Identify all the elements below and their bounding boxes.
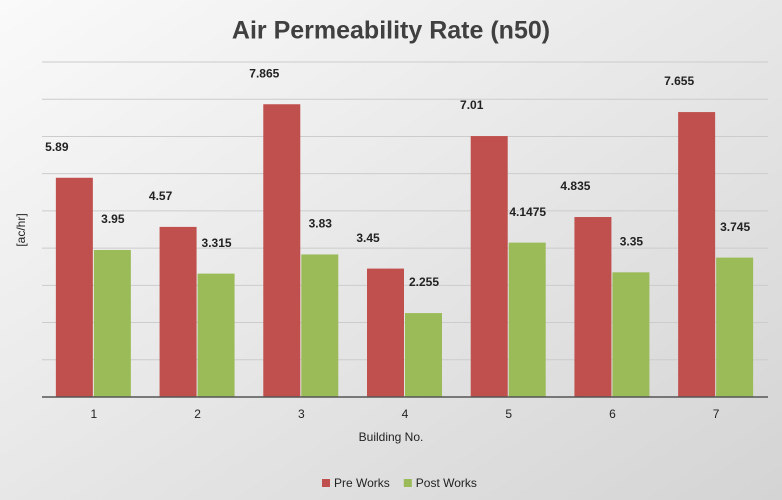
- bar: [263, 104, 301, 397]
- bar: [508, 242, 546, 397]
- legend-label: Pre Works: [334, 476, 390, 490]
- x-tick-label: 5: [505, 407, 512, 421]
- bar: [612, 272, 650, 397]
- legend-swatch: [403, 479, 412, 487]
- bar: [93, 249, 131, 397]
- data-label: 3.45: [356, 231, 380, 245]
- data-label: 7.865: [249, 66, 279, 80]
- data-label: 4.835: [560, 179, 590, 193]
- x-tick-label: 4: [402, 407, 409, 421]
- chart-title: Air Permeability Rate (n50): [232, 17, 550, 45]
- data-label: 3.745: [720, 220, 750, 234]
- bar: [55, 177, 93, 397]
- data-label: 3.35: [620, 234, 644, 248]
- data-label: 3.83: [309, 217, 333, 231]
- data-label: 3.95: [101, 212, 125, 226]
- bar: [301, 254, 339, 397]
- bar: [367, 268, 404, 397]
- x-tick-label: 3: [298, 407, 305, 421]
- data-label: 4.1475: [509, 205, 546, 219]
- data-label: 7.655: [664, 74, 694, 88]
- data-label: 7.01: [460, 98, 484, 112]
- x-tick-label: 6: [609, 407, 616, 421]
- x-axis-title: Building No.: [359, 430, 424, 444]
- data-label: 3.315: [202, 236, 232, 250]
- x-tick-label: 1: [91, 407, 98, 421]
- bar: [470, 136, 508, 398]
- bar: [574, 217, 612, 397]
- bar: [159, 226, 197, 397]
- legend-label: Post Works: [416, 476, 477, 490]
- data-label: 5.89: [45, 140, 69, 154]
- bar: [678, 112, 716, 397]
- bar: [716, 257, 754, 397]
- x-tick-label: 2: [194, 407, 201, 421]
- bar: [405, 313, 442, 397]
- data-label: 4.57: [149, 189, 173, 203]
- x-tick-label: 7: [713, 407, 720, 421]
- bar: [197, 273, 235, 397]
- data-label: 2.255: [409, 275, 439, 289]
- legend-swatch: [322, 479, 330, 487]
- y-axis-title: [ac/hr]: [14, 213, 28, 246]
